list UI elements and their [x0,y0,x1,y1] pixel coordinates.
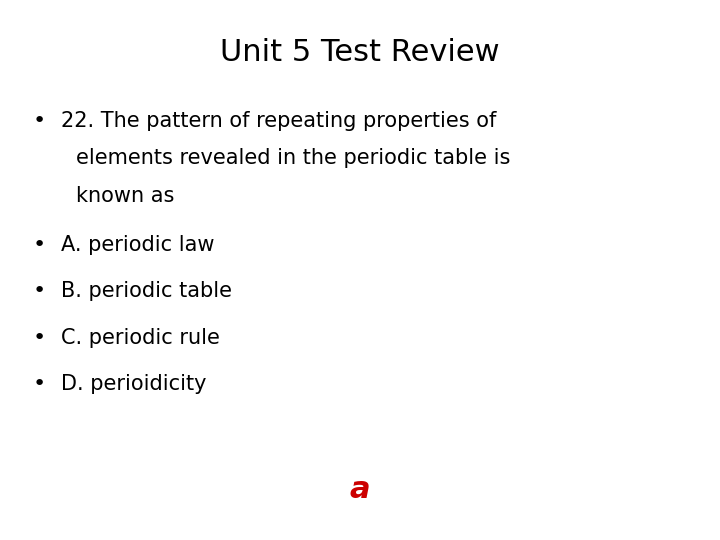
Text: •: • [33,374,46,394]
Text: B. periodic table: B. periodic table [61,281,232,301]
Text: •: • [33,235,46,255]
Text: •: • [33,281,46,301]
Text: known as: known as [76,186,174,206]
Text: elements revealed in the periodic table is: elements revealed in the periodic table … [76,148,510,168]
Text: 22. The pattern of repeating properties of: 22. The pattern of repeating properties … [61,111,497,131]
Text: •: • [33,111,46,131]
Text: D. perioidicity: D. perioidicity [61,374,207,394]
Text: C. periodic rule: C. periodic rule [61,328,220,348]
Text: A. periodic law: A. periodic law [61,235,215,255]
Text: •: • [33,328,46,348]
Text: a: a [350,475,370,504]
Text: Unit 5 Test Review: Unit 5 Test Review [220,38,500,67]
